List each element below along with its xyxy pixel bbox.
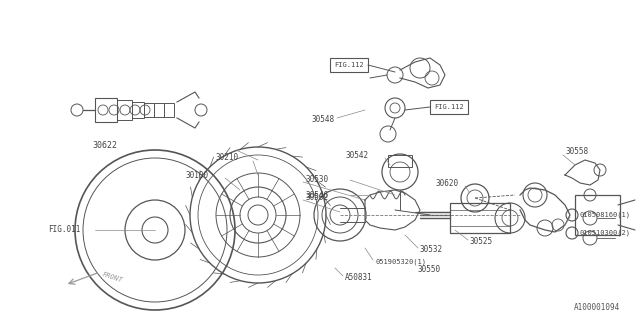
Bar — [388, 155, 412, 167]
Text: 051905320(1): 051905320(1) — [375, 259, 426, 265]
Bar — [164, 103, 174, 117]
Text: 010508160(1): 010508160(1) — [580, 212, 631, 218]
Text: FIG.011: FIG.011 — [48, 226, 81, 235]
Text: FRONT: FRONT — [101, 271, 123, 284]
Text: 30548: 30548 — [312, 116, 335, 124]
Text: 30525: 30525 — [470, 237, 493, 246]
Text: 30530: 30530 — [305, 175, 328, 185]
Bar — [117, 100, 132, 120]
Bar — [95, 98, 117, 122]
Text: FIG.112: FIG.112 — [434, 104, 464, 110]
Text: A50831: A50831 — [345, 274, 372, 283]
Text: 010510300(2): 010510300(2) — [580, 230, 631, 236]
Text: 30502: 30502 — [305, 194, 328, 203]
Text: FIG.112: FIG.112 — [334, 62, 364, 68]
Text: 30622: 30622 — [93, 140, 118, 149]
Text: 30100: 30100 — [185, 171, 208, 180]
Bar — [575, 195, 620, 235]
Text: A100001094: A100001094 — [573, 303, 620, 313]
Bar — [430, 100, 468, 114]
Bar — [154, 103, 164, 117]
Text: 30210: 30210 — [215, 154, 238, 163]
Bar — [330, 58, 368, 72]
Bar — [144, 103, 154, 117]
Text: 30542: 30542 — [345, 150, 368, 159]
Text: 30620: 30620 — [435, 179, 458, 188]
Text: 30546: 30546 — [305, 190, 328, 199]
Bar — [450, 203, 510, 233]
Text: 30550: 30550 — [418, 266, 441, 275]
Text: 30558: 30558 — [565, 148, 588, 156]
Text: 30532: 30532 — [420, 245, 443, 254]
Bar — [132, 102, 144, 118]
